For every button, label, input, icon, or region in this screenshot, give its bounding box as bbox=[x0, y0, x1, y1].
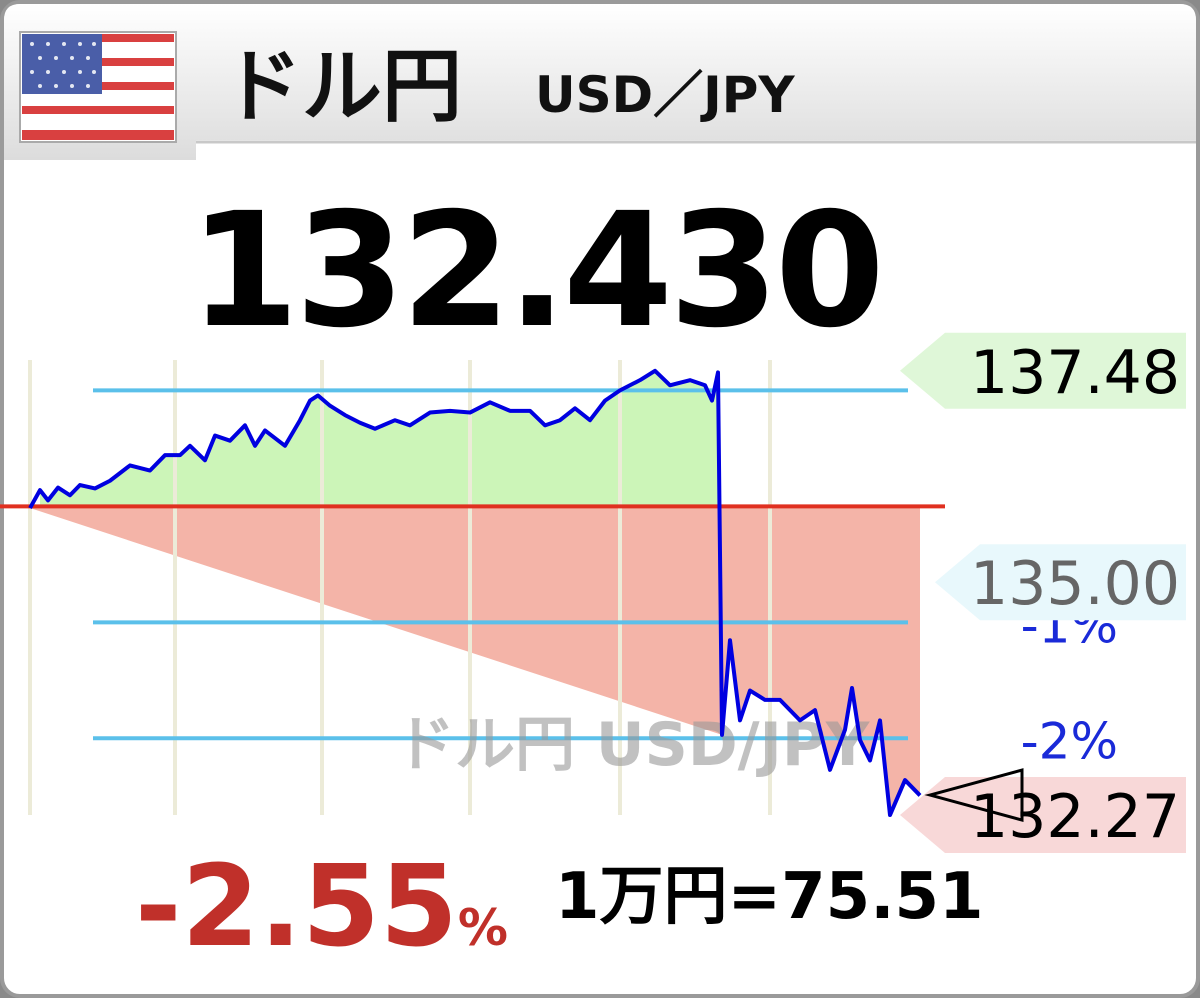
change-value: -2.55 bbox=[135, 842, 458, 972]
area-fill bbox=[30, 506, 920, 816]
price-tag bbox=[900, 777, 1186, 854]
price-tag bbox=[935, 544, 1186, 621]
area-fill bbox=[40, 370, 718, 507]
change: -2.55% bbox=[135, 842, 508, 972]
price-line bbox=[28, 368, 922, 818]
price-tag-label: 135.00 bbox=[970, 549, 1180, 619]
watermark: ドル円 USD/JPY bbox=[395, 710, 871, 780]
price-tag-label: 132.27 bbox=[970, 782, 1180, 852]
current-marker bbox=[924, 768, 1024, 822]
title: ドル円 bbox=[222, 40, 462, 133]
y-tick-label: -2% bbox=[1021, 712, 1118, 770]
price-tag-label: 137.48 bbox=[970, 338, 1180, 408]
change-unit: % bbox=[458, 899, 508, 957]
flag bbox=[19, 31, 177, 143]
price: 132.430 bbox=[189, 179, 881, 363]
subtitle: USD／JPY bbox=[535, 66, 795, 124]
header-bar bbox=[4, 4, 1196, 160]
price-tag bbox=[900, 332, 1186, 409]
conversion: 1万円=75.51 bbox=[555, 860, 984, 934]
